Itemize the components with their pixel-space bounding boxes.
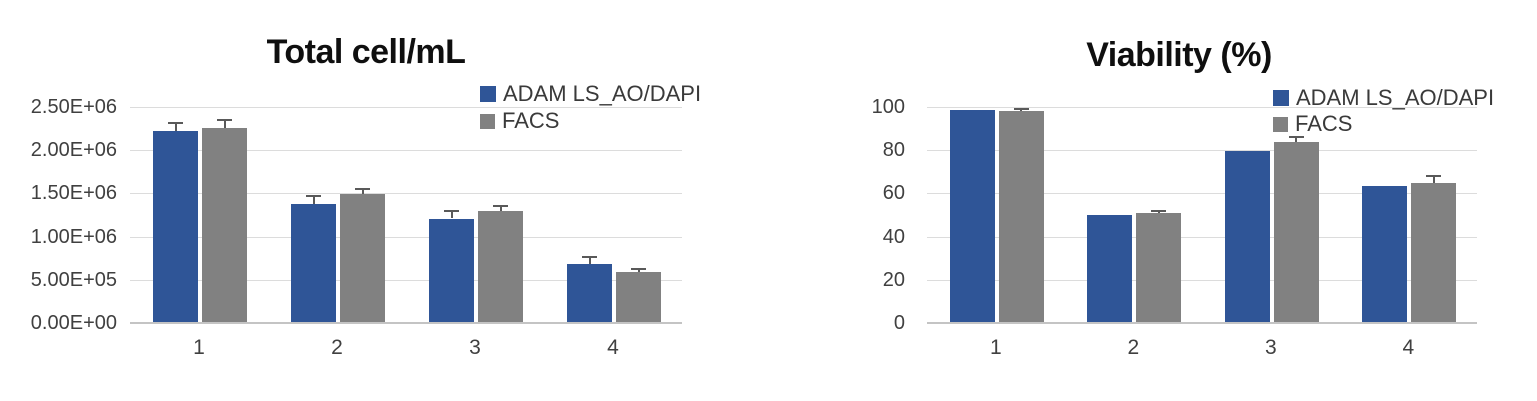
- bar-facs: [478, 210, 523, 323]
- x-category-label: 1: [989, 336, 1002, 359]
- gridline: [130, 279, 682, 281]
- bar-facs: [1273, 141, 1319, 323]
- legend-item-facs: FACS: [480, 110, 559, 132]
- bar-facs: [998, 110, 1044, 323]
- error-bar-cap: [168, 121, 183, 124]
- error-bar-cap: [217, 119, 232, 122]
- bar-facs: [616, 272, 661, 323]
- error-bar-cap: [1426, 175, 1442, 177]
- x-category-label: 3: [469, 336, 481, 359]
- bar-facs: [340, 194, 385, 323]
- bar-adam-ls-ao-dapi: [429, 218, 474, 323]
- legend-item-adam-ls-ao-dapi: ADAM LS_AO/DAPI: [480, 83, 701, 105]
- y-tick-label: 0.00E+00: [30, 312, 117, 334]
- bar-adam-ls-ao-dapi: [1362, 186, 1408, 323]
- error-bar-cap: [582, 255, 597, 258]
- legend-swatch-facs-icon: [1273, 116, 1288, 132]
- legend-label: ADAM LS_AO/DAPI: [503, 81, 702, 106]
- bar-adam-ls-ao-dapi: [567, 264, 612, 323]
- error-bar: [361, 188, 364, 195]
- error-bar: [312, 195, 315, 204]
- legend-item-adam-ls-ao-dapi: ADAM LS_AO/DAPI: [1273, 87, 1494, 109]
- bar-adam-ls-ao-dapi: [1224, 151, 1270, 323]
- bar-facs: [202, 127, 247, 323]
- legend-swatch-adam-icon: [1273, 90, 1289, 106]
- gridline: [130, 193, 682, 195]
- error-bar: [637, 267, 640, 272]
- bar-adam-ls-ao-dapi: [949, 109, 995, 323]
- x-category-label: 3: [1264, 336, 1277, 359]
- error-bar: [499, 204, 502, 211]
- legend-item-facs: FACS: [1273, 113, 1352, 135]
- gridline: [130, 236, 682, 238]
- y-tick-label: 80: [882, 139, 905, 162]
- gridline: [130, 150, 682, 152]
- y-tick-label: 5.00E+05: [30, 268, 117, 291]
- x-category-label: 2: [331, 336, 343, 359]
- x-category-label: 1: [193, 336, 205, 359]
- error-bar: [450, 209, 453, 219]
- y-tick-label: 40: [882, 225, 905, 248]
- bar-adam-ls-ao-dapi: [1087, 215, 1133, 323]
- error-bar: [174, 121, 177, 132]
- chart-title: Viability (%): [1086, 36, 1272, 74]
- y-tick-label: 60: [882, 182, 905, 205]
- gridline: [927, 279, 1477, 281]
- error-bar: [1295, 136, 1298, 142]
- y-tick-label: 2.00E+06: [30, 139, 117, 162]
- legend-swatch-adam-icon: [480, 86, 496, 102]
- error-bar-cap: [1151, 210, 1167, 213]
- gridline: [927, 193, 1477, 195]
- legend-label: FACS: [502, 108, 560, 133]
- error-bar-cap: [493, 204, 508, 207]
- gridline: [927, 107, 1477, 108]
- y-tick-label: 100: [871, 96, 905, 118]
- x-category-label: 4: [1402, 336, 1415, 359]
- error-bar-cap: [1288, 136, 1304, 139]
- y-tick-label: 1.50E+06: [30, 182, 117, 205]
- x-category-label: 2: [1127, 336, 1140, 359]
- error-bar-cap: [444, 209, 459, 212]
- gridline: [927, 236, 1477, 238]
- error-bar: [223, 119, 226, 128]
- error-bar: [588, 255, 591, 265]
- error-bar: [1432, 175, 1435, 183]
- error-bar-cap: [631, 267, 646, 270]
- legend-swatch-facs-icon: [480, 113, 495, 129]
- axis-baseline: [927, 322, 1477, 324]
- gridline: [927, 150, 1477, 152]
- axis-baseline: [130, 322, 682, 324]
- legend-label: FACS: [1295, 111, 1353, 136]
- gridline: [130, 107, 682, 108]
- bar-adam-ls-ao-dapi: [153, 131, 198, 323]
- error-bar-cap: [355, 188, 370, 191]
- bar-facs: [1411, 183, 1457, 323]
- x-category-label: 4: [607, 336, 619, 359]
- bar-facs: [1136, 213, 1182, 323]
- error-bar-cap: [306, 195, 321, 198]
- y-tick-label: 1.00E+06: [30, 225, 117, 248]
- y-tick-label: 2.50E+06: [30, 96, 117, 118]
- bar-adam-ls-ao-dapi: [291, 203, 336, 323]
- y-tick-label: 20: [882, 268, 905, 291]
- y-tick-label: 0: [893, 312, 905, 334]
- legend-label: ADAM LS_AO/DAPI: [1296, 85, 1495, 110]
- chart-title: Total cell/mL: [266, 33, 466, 71]
- error-bar-cap: [1013, 108, 1029, 111]
